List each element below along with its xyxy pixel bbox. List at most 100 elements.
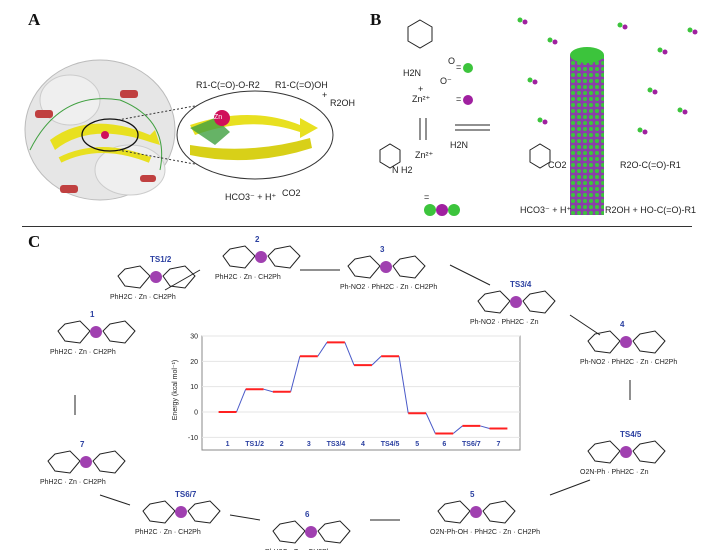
bicarbonate: HCO3⁻ + H⁺ <box>225 192 277 202</box>
complex-amine-2: N H2 <box>392 165 413 175</box>
connector-line <box>425 413 436 434</box>
species-label: TS3/4 <box>510 280 532 289</box>
structure <box>470 289 580 319</box>
structure <box>135 499 245 529</box>
structure <box>50 319 160 349</box>
species-ts45: TS4/5 O2N-Ph · PhH2C · Zn <box>580 430 690 476</box>
hydrolysis-products: R2OH + HO-C(=O)-R1 <box>605 205 697 215</box>
ester-substrate: R1-C(=O)-O-R2 <box>196 80 260 90</box>
panel-c-label: C <box>28 232 41 251</box>
carboxylate: O⁻ <box>440 76 452 86</box>
species-formula: PhH2C · Zn · CH2Ph <box>135 529 201 536</box>
structure <box>580 439 690 469</box>
connector-line <box>263 388 273 393</box>
x-category-label: TS6/7 <box>462 441 481 448</box>
x-category-label: 6 <box>442 441 446 448</box>
y-tick-label: 10 <box>190 384 198 391</box>
species-label: 1 <box>90 310 95 319</box>
species-label: TS6/7 <box>175 490 197 499</box>
protein-surface <box>24 59 176 201</box>
connector-line <box>317 342 328 357</box>
species-label: 2 <box>255 235 260 244</box>
species-5: 5 O2N-Ph-OH · PhH2C · Zn · CH2Ph <box>430 490 540 536</box>
species-formula: Ph-NO2 · PhH2C · Zn <box>470 319 539 326</box>
x-category-label: 5 <box>415 441 419 448</box>
connector-line <box>371 355 382 366</box>
carboxylic-acid: R1-C(=O)OH <box>275 80 328 90</box>
structure <box>340 254 450 284</box>
structure <box>430 499 540 529</box>
x-category-label: TS1/2 <box>245 441 264 448</box>
panel-a-graphic <box>24 59 334 201</box>
species-formula: PhH2C · Zn · CH2Ph <box>215 274 281 281</box>
carbonyl-o: O <box>448 56 456 66</box>
connector-line <box>398 356 409 414</box>
species-label: TS1/2 <box>150 255 172 264</box>
connector-line <box>344 342 355 366</box>
connector-line <box>452 425 463 434</box>
species-formula: PhH2C · Zn · CH2Ph <box>50 349 116 356</box>
species-1: 1 PhH2C · Zn · CH2Ph <box>50 310 160 356</box>
species-formula: Ph-NO2 · PhH2C · Zn · CH2Ph <box>580 359 678 366</box>
y-axis-label: Energy (kcal mol⁻¹) <box>172 360 179 420</box>
equals-phe: = <box>456 62 462 72</box>
structure <box>580 329 690 359</box>
y-tick-label: 0 <box>194 410 198 417</box>
species-label: 6 <box>305 510 310 519</box>
species-label: 3 <box>380 245 385 254</box>
x-category-label: 3 <box>307 441 311 448</box>
ester-substrate: R2O-C(=O)-R1 <box>620 160 681 170</box>
connector-line <box>236 389 247 413</box>
nanotube <box>570 47 604 215</box>
y-tick-label: 30 <box>190 334 198 341</box>
alcohol-product: R2OH <box>330 98 356 108</box>
active-site-zoom <box>176 90 334 180</box>
catalytic-cycle-arrows <box>74 264 631 521</box>
species-formula: PhH2C · Zn · CH2Ph <box>40 479 106 486</box>
equals-zn: = <box>456 94 462 104</box>
species-ts34: TS3/4 Ph-NO2 · PhH2C · Zn <box>470 280 580 326</box>
x-category-label: TS4/5 <box>381 441 400 448</box>
co2: CO2 <box>548 160 567 170</box>
structure <box>40 449 150 479</box>
connector-line <box>290 356 301 392</box>
plus-sign: + <box>322 90 328 100</box>
y-tick-label: 20 <box>190 359 198 366</box>
structure <box>265 519 375 549</box>
structure <box>110 264 220 294</box>
x-category-label: TS3/4 <box>327 441 346 448</box>
species-ts12: TS1/2 PhH2C · Zn · CH2Ph <box>110 255 220 301</box>
panel-a-label: A <box>28 10 41 29</box>
species-label: 5 <box>470 490 475 499</box>
plot-area <box>201 335 521 451</box>
species-formula: O2N-Ph-OH · PhH2C · Zn · CH2Ph <box>430 529 541 536</box>
x-category-label: 2 <box>280 441 284 448</box>
x-category-label: 7 <box>497 441 501 448</box>
co2: CO2 <box>282 188 301 198</box>
amino-group: H2N <box>403 68 422 78</box>
species-label: TS4/5 <box>620 430 642 439</box>
species-formula: Ph-NO2 · PhH2C · Zn · CH2Ph <box>340 284 438 291</box>
species-label: 4 <box>620 320 625 329</box>
species-3: 3 Ph-NO2 · PhH2C · Zn · CH2Ph <box>340 245 450 291</box>
species-4: 4 Ph-NO2 · PhH2C · Zn · CH2Ph <box>580 320 690 366</box>
energy-chart: -10 0 10 20 30 1 TS1/2 2 3 TS3/4 4 TS4/5 5 6 TS6/7 7 E… <box>172 334 521 451</box>
connector-line <box>480 425 490 429</box>
species-7: 7 PhH2C · Zn · CH2Ph <box>40 440 150 486</box>
panel-b-label: B <box>370 10 382 29</box>
species-2: 2 PhH2C · Zn · CH2Ph <box>215 235 325 281</box>
species-label: 7 <box>80 440 85 449</box>
bicarbonate: HCO3⁻ + H⁺ <box>520 205 572 215</box>
panel-divider <box>22 226 692 227</box>
zinc-ion: Zn²⁺ <box>412 94 431 104</box>
complex-amine: H2N <box>450 140 469 150</box>
species-ts67: TS6/7 PhH2C · Zn · CH2Ph <box>135 490 245 536</box>
x-category-label: 1 <box>226 441 230 448</box>
structure <box>215 244 325 274</box>
equals-complex: = <box>424 192 430 202</box>
species-formula: PhH2C · Zn · CH2Ph <box>110 294 176 301</box>
species-formula: O2N-Ph · PhH2C · Zn <box>580 469 649 476</box>
y-tick-label: -10 <box>188 435 198 442</box>
plus-sign: + <box>418 84 424 94</box>
